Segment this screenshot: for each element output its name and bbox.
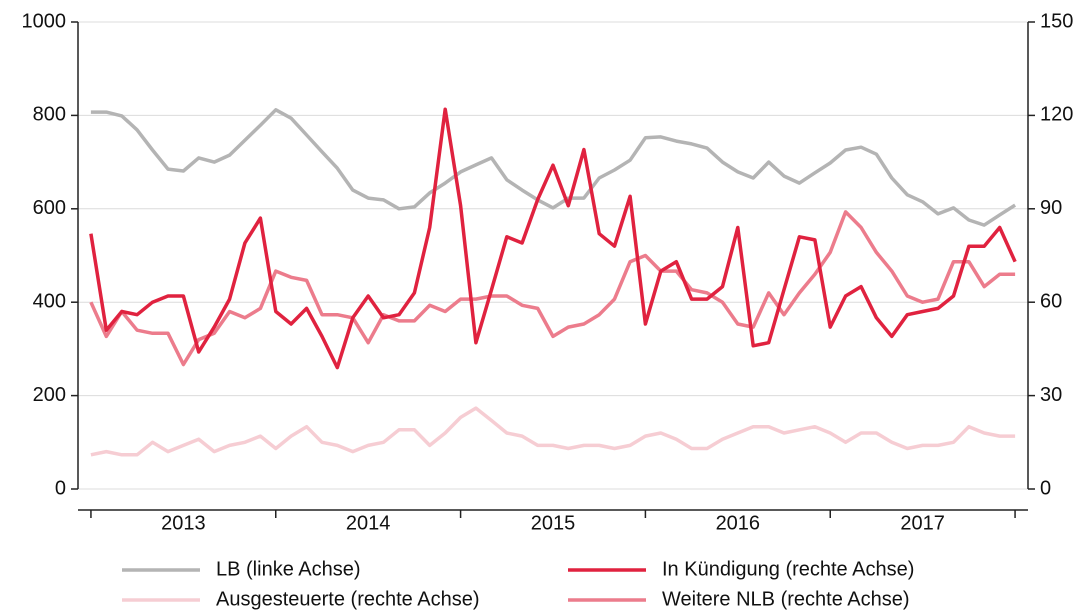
legend-label: In Kündigung (rechte Achse): [662, 558, 914, 580]
y-tick-label: 200: [33, 384, 66, 406]
series-line: [90, 406, 1016, 457]
y-tick-label: 1000: [22, 10, 67, 32]
y2-tick-label: 0: [1040, 477, 1051, 499]
legend-label: LB (linke Achse): [216, 558, 361, 580]
y-tick-label: 600: [33, 197, 66, 219]
x-tick-label: 2016: [716, 512, 761, 534]
y2-tick-label: 120: [1040, 104, 1073, 126]
y2-tick-label: 60: [1040, 290, 1062, 312]
legend-label: Weitere NLB (rechte Achse): [662, 588, 910, 610]
y-tick-label: 0: [55, 477, 66, 499]
series-line: [90, 108, 1017, 227]
y2-tick-label: 30: [1040, 384, 1062, 406]
series-line: [89, 210, 1016, 367]
y-tick-label: 400: [33, 290, 66, 312]
x-tick-label: 2014: [346, 512, 391, 534]
x-tick-label: 2015: [531, 512, 576, 534]
y2-tick-label: 90: [1040, 197, 1062, 219]
legend-label: Ausgesteuerte (rechte Achse): [216, 588, 479, 610]
x-tick-label: 2013: [161, 512, 206, 534]
y2-tick-label: 150: [1040, 10, 1073, 32]
series-line: [89, 107, 1017, 370]
y-tick-label: 800: [33, 104, 66, 126]
x-tick-label: 2017: [900, 512, 945, 534]
